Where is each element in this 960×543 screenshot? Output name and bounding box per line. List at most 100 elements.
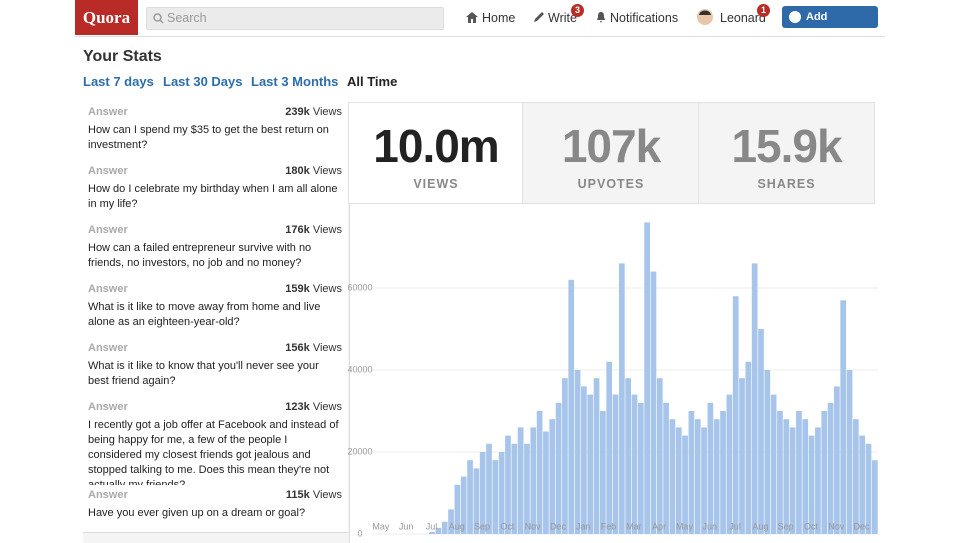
bar: [429, 531, 435, 534]
answer-views: 180k Views: [285, 165, 342, 177]
bar: [789, 427, 796, 534]
answer-question[interactable]: How can a failed entrepreneur survive wi…: [88, 242, 312, 269]
question-icon: [789, 11, 801, 23]
x-tick-label: Jul: [729, 521, 741, 531]
bar: [486, 443, 492, 534]
tab-active[interactable]: All Time: [347, 74, 398, 89]
bar: [441, 521, 448, 534]
x-tick-label: Feb: [601, 521, 617, 531]
bar: [600, 411, 606, 534]
views-unit: Views: [312, 401, 342, 413]
answer-item[interactable]: Answer 180k Views How do I celebrate my bi…: [83, 161, 348, 221]
nav-write[interactable]: Write: [548, 11, 577, 25]
answer-kind: Answer: [88, 489, 128, 501]
answer-kind: Answer: [88, 165, 128, 177]
x-tick-label: Oct: [500, 521, 515, 531]
bar: [524, 443, 530, 534]
bar: [739, 378, 745, 534]
bar: [568, 279, 575, 534]
answer-question[interactable]: What is it like to know that you'll neve…: [88, 360, 319, 387]
views-unit: Views: [312, 224, 342, 236]
answer-item[interactable]: Answer 159k Views What is it like to move …: [83, 279, 348, 339]
answer-item[interactable]: Answer 123k Views I recently got a job off…: [83, 397, 348, 491]
bar: [777, 411, 783, 534]
bar: [783, 419, 790, 534]
bar: [682, 435, 688, 534]
x-tick-label: Sep: [474, 521, 490, 531]
bar: [846, 370, 853, 534]
stat-value: 107k: [561, 120, 661, 172]
bar: [460, 476, 467, 534]
views-count: 115k: [285, 489, 310, 501]
answer-item[interactable]: Answer 239k Views How can I spend my $35 t…: [83, 102, 348, 162]
search-icon: [153, 13, 164, 24]
bar: [840, 300, 847, 534]
tab[interactable]: Last 3 Months: [251, 74, 339, 89]
search-box[interactable]: Search: [146, 7, 444, 30]
y-tick-label: 40000: [347, 364, 372, 374]
bar: [796, 411, 802, 534]
stat-box[interactable]: 15.9k SHARES: [698, 102, 875, 204]
x-tick-label: Aug: [449, 521, 465, 531]
x-tick-label: May: [676, 521, 694, 531]
bar: [726, 394, 733, 534]
answer-item[interactable]: Answer 115k Views Have you ever given up o…: [83, 485, 348, 533]
bar: [656, 378, 663, 534]
bar: [505, 435, 511, 534]
header-divider: [75, 36, 885, 37]
bar: [688, 411, 695, 534]
views-count: 123k: [285, 401, 310, 413]
x-tick-label: Jun: [399, 521, 414, 531]
answer-question[interactable]: What is it like to move away from home a…: [88, 301, 321, 328]
answer-kind: Answer: [88, 106, 128, 118]
bar: [492, 460, 499, 534]
bar: [871, 460, 878, 534]
y-tick-label: 60000: [347, 282, 372, 292]
bar: [612, 394, 619, 534]
nav-user[interactable]: Leonard: [720, 11, 766, 25]
nav-home[interactable]: Home: [482, 11, 516, 25]
tab[interactable]: Last 30 Days: [163, 74, 243, 89]
bar: [562, 378, 568, 534]
bar: [637, 402, 644, 534]
answer-question[interactable]: Have you ever given up on a dream or goa…: [88, 507, 306, 519]
x-tick-label: Mar: [626, 521, 642, 531]
views-count: 176k: [285, 224, 310, 236]
bar: [701, 427, 707, 534]
bar: [581, 386, 587, 534]
bar: [631, 394, 638, 534]
answer-item[interactable]: Answer 156k Views What is it like to know …: [83, 338, 348, 398]
stat-value: 15.9k: [731, 120, 842, 172]
views-unit: Views: [312, 106, 342, 118]
y-tick-label: 0: [357, 528, 362, 538]
avatar[interactable]: [697, 9, 713, 25]
search-placeholder: Search: [167, 11, 207, 25]
stat-value: 10.0m: [373, 120, 499, 172]
stat-label: UPVOTES: [577, 177, 645, 191]
x-tick-label: Jul: [426, 521, 438, 531]
answer-question[interactable]: How can I spend my $35 to get the best r…: [88, 124, 329, 151]
bar: [865, 443, 872, 534]
stat-box[interactable]: 10.0m VIEWS: [348, 102, 524, 204]
views-count: 159k: [285, 283, 310, 295]
bar: [758, 329, 764, 534]
bar: [448, 509, 454, 534]
bar: [802, 419, 809, 534]
logo[interactable]: Quora: [75, 0, 138, 35]
stat-box[interactable]: 107k UPVOTES: [522, 102, 700, 204]
page-title: Your Stats: [83, 48, 162, 65]
x-tick-label: Oct: [804, 521, 819, 531]
bar: [543, 431, 549, 534]
bar: [821, 411, 828, 534]
answer-question[interactable]: How do I celebrate my birthday when I am…: [88, 183, 338, 210]
views-unit: Views: [312, 342, 342, 354]
user-badge: 1: [757, 4, 770, 17]
bar: [587, 394, 594, 534]
x-tick-label: Apr: [652, 521, 666, 531]
views-count: 180k: [285, 165, 310, 177]
bar: [454, 484, 461, 534]
bar: [732, 296, 739, 534]
tab[interactable]: Last 7 days: [83, 74, 154, 89]
bar: [618, 263, 625, 534]
nav-notifications[interactable]: Notifications: [610, 11, 679, 25]
